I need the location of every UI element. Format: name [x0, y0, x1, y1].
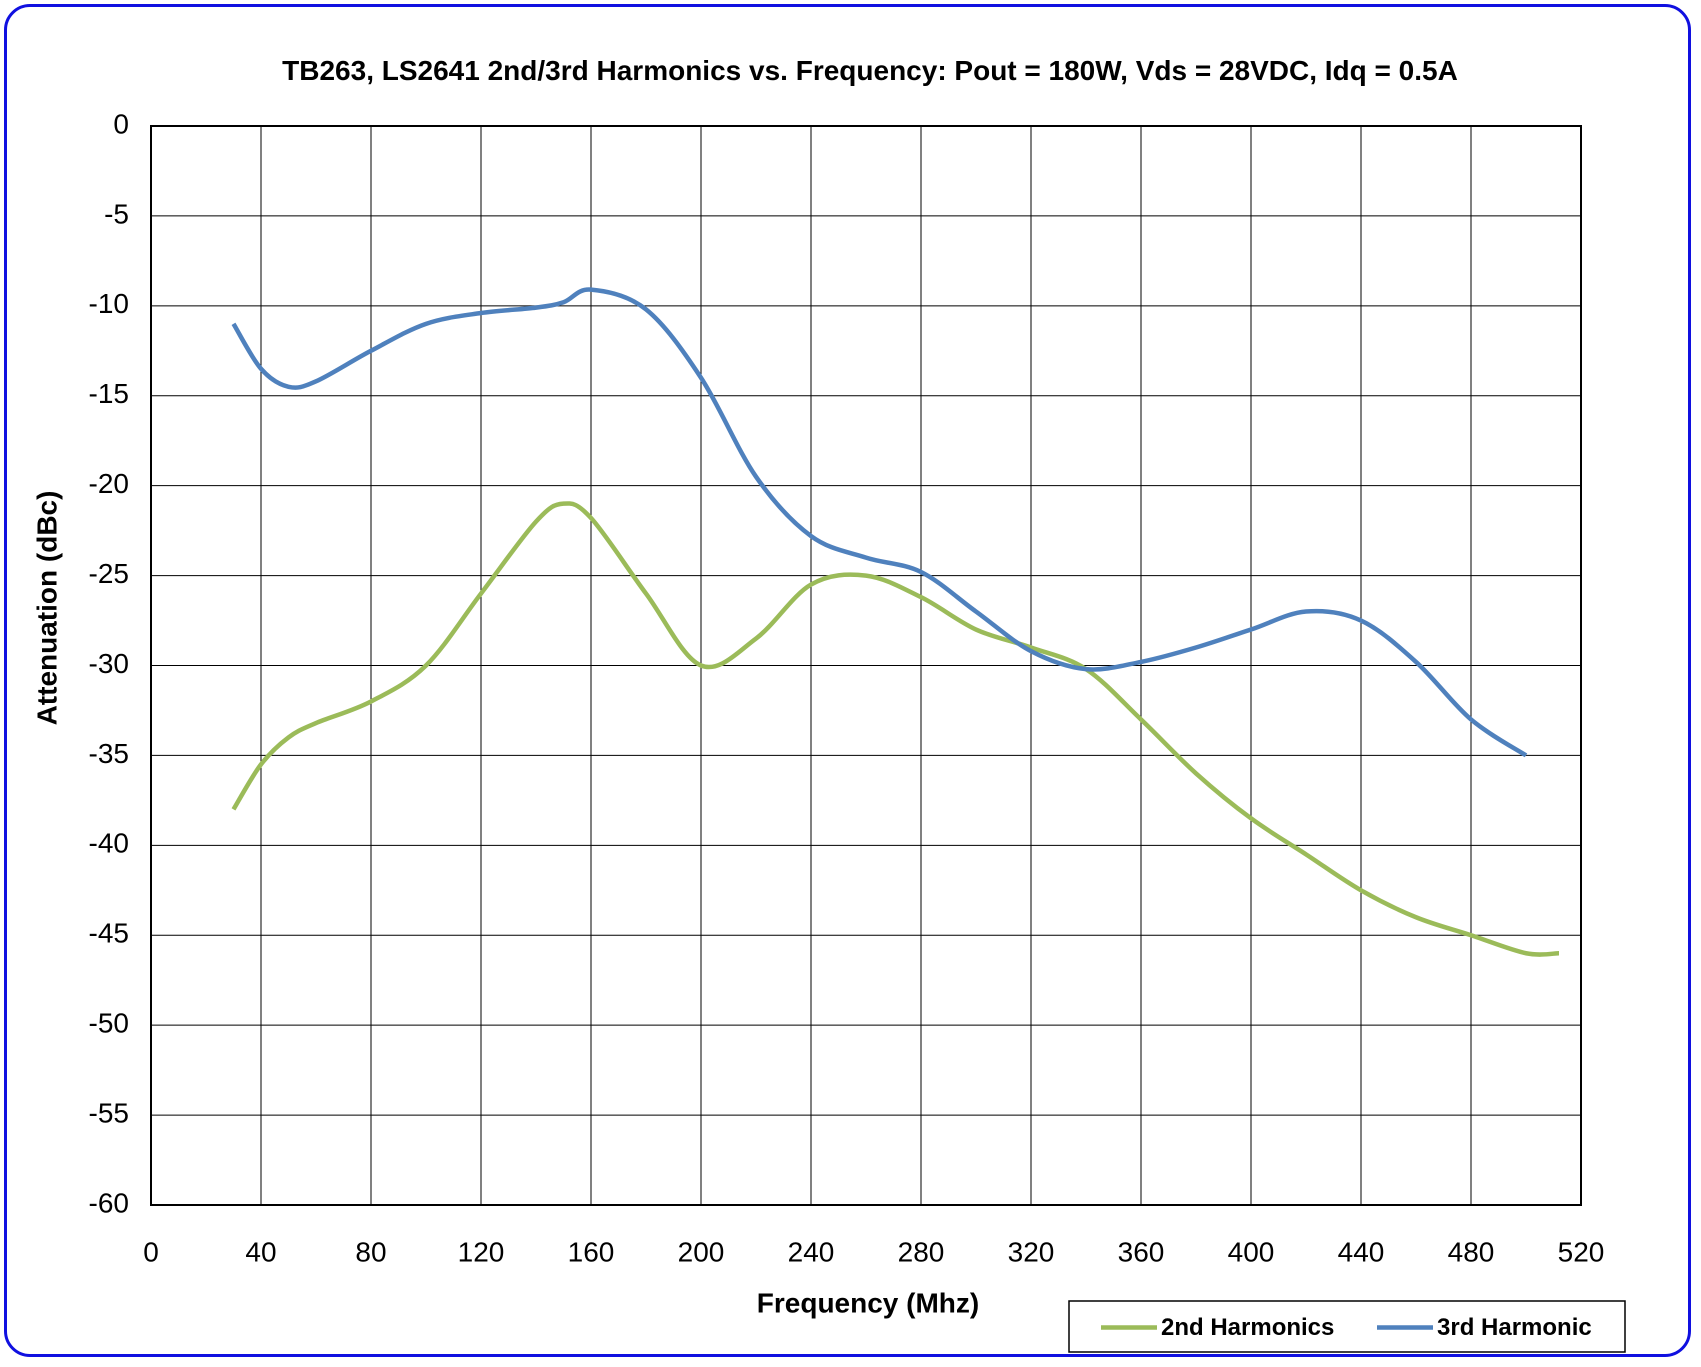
legend-label: 3rd Harmonic	[1437, 1314, 1592, 1341]
legend-box	[1068, 1300, 1626, 1353]
x-tick-label: 520	[1558, 1236, 1605, 1267]
y-tick-label: -10	[89, 288, 129, 319]
x-tick-label: 400	[1228, 1236, 1275, 1267]
y-tick-label: -45	[89, 918, 129, 949]
x-tick-label: 200	[678, 1236, 725, 1267]
x-tick-label: 280	[898, 1236, 945, 1267]
x-tick-label: 40	[245, 1236, 276, 1267]
frame	[4, 4, 1691, 1357]
line-series	[231, 501, 1560, 957]
x-tick-label: 360	[1118, 1236, 1165, 1267]
y-tick-label: 0	[113, 108, 129, 139]
y-tick-label: -30	[89, 648, 129, 679]
legend-label: 2nd Harmonics	[1161, 1314, 1334, 1341]
y-tick-label: -5	[104, 198, 129, 229]
plot-border	[150, 125, 1582, 1206]
y-tick-label: -60	[89, 1187, 129, 1218]
y-tick-label: -15	[89, 378, 129, 409]
x-tick-label: 120	[458, 1236, 505, 1267]
x-tick-label: 240	[788, 1236, 835, 1267]
line-series	[231, 287, 1528, 758]
y-tick-label: -50	[89, 1008, 129, 1039]
x-tick-label: 480	[1448, 1236, 1495, 1267]
y-tick-label: -35	[89, 738, 129, 769]
y-tick-label: -25	[89, 558, 129, 589]
x-tick-label: 160	[568, 1236, 615, 1267]
x-tick-label: 440	[1338, 1236, 1385, 1267]
x-axis-label: Frequency (Mhz)	[757, 1287, 979, 1318]
chart-title: TB263, LS2641 2nd/3rd Harmonics vs. Freq…	[282, 55, 1458, 86]
y-axis-label: Attenuation (dBc)	[31, 491, 62, 726]
y-tick-label: -20	[89, 468, 129, 499]
x-tick-label: 80	[355, 1236, 386, 1267]
x-tick-label: 0	[143, 1236, 159, 1267]
y-tick-label: -55	[89, 1097, 129, 1128]
x-tick-label: 320	[1008, 1236, 1055, 1267]
y-tick-label: -40	[89, 828, 129, 859]
